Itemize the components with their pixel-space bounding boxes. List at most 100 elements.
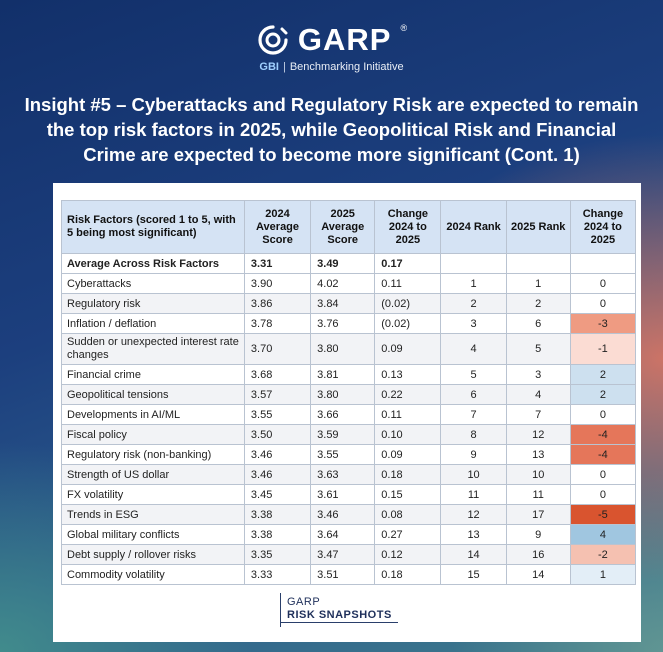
table-row: FX volatility 3.45 3.61 0.15 11 11 0 [61, 484, 637, 505]
rank-change: 0 [569, 273, 637, 294]
score-2024: 3.45 [243, 484, 312, 505]
score-2025: 3.63 [310, 464, 376, 485]
score-change: 0.18 [374, 564, 442, 585]
garp-logo: GARP ® GBI | Benchmarking Initiative [0, 22, 663, 73]
insight-headline: Insight #5 – Cyberattacks and Regulatory… [24, 94, 639, 165]
table-row: Financial crime 3.68 3.81 0.13 5 3 2 [61, 364, 637, 385]
score-2025: 3.59 [310, 424, 376, 445]
table-row: Debt supply / rollover risks 3.35 3.47 0.12… [61, 544, 637, 565]
header-rank-change: Change 2024 to 2025 [569, 200, 637, 254]
header-2024-average: 2024 Average Score [243, 200, 312, 254]
table-row: Trends in ESG 3.38 3.46 0.08 12 17 -5 [61, 504, 637, 525]
score-change: (0.02) [374, 293, 442, 314]
average-rank-2024-empty [440, 253, 507, 274]
footer-vertical-rule [280, 593, 281, 627]
score-2025: 3.81 [310, 364, 376, 385]
rank-change: 2 [569, 384, 637, 405]
rank-change: 0 [569, 404, 637, 425]
score-2025: 3.47 [310, 544, 376, 565]
risk-factor-name: Global military conflicts [61, 524, 245, 545]
table-row: Geopolitical tensions 3.57 3.80 0.22 6 4 2 [61, 384, 637, 405]
table-card: Risk Factors (scored 1 to 5, with 5 bein… [53, 183, 641, 642]
rank-2025: 9 [505, 524, 571, 545]
rank-change: 0 [569, 484, 637, 505]
score-change: 0.11 [374, 404, 442, 425]
rank-2025: 10 [505, 464, 571, 485]
average-change: 0.17 [374, 253, 442, 274]
registered-mark: ® [400, 23, 408, 33]
score-2024: 3.46 [243, 464, 312, 485]
header-2025-average: 2025 Average Score [310, 200, 376, 254]
score-2024: 3.46 [243, 444, 312, 465]
risk-factor-name: Strength of US dollar [61, 464, 245, 485]
score-change: 0.11 [374, 273, 442, 294]
score-2024: 3.57 [243, 384, 312, 405]
header-2024-rank: 2024 Rank [440, 200, 507, 254]
table-row: Regulatory risk 3.86 3.84 (0.02) 2 2 0 [61, 293, 637, 314]
score-2024: 3.86 [243, 293, 312, 314]
rank-change: -4 [569, 444, 637, 465]
rank-2024: 11 [440, 484, 507, 505]
score-2025: 4.02 [310, 273, 376, 294]
rank-2025: 1 [505, 273, 571, 294]
score-2024: 3.55 [243, 404, 312, 425]
table-row: Sudden or unexpected interest rate chang… [61, 333, 637, 365]
rank-change: -5 [569, 504, 637, 525]
score-2024: 3.70 [243, 333, 312, 365]
rank-change: -4 [569, 424, 637, 445]
average-2024: 3.31 [243, 253, 312, 274]
score-change: 0.09 [374, 444, 442, 465]
rank-2025: 11 [505, 484, 571, 505]
score-2025: 3.80 [310, 333, 376, 365]
score-change: 0.13 [374, 364, 442, 385]
table-row: Cyberattacks 3.90 4.02 0.11 1 1 0 [61, 273, 637, 294]
average-2025: 3.49 [310, 253, 376, 274]
risk-factor-name: Developments in AI/ML [61, 404, 245, 425]
rank-2025: 12 [505, 424, 571, 445]
average-rank-change-empty [569, 253, 637, 274]
rank-2024: 7 [440, 404, 507, 425]
rank-2025: 7 [505, 404, 571, 425]
logo-wordmark: GARP [297, 22, 392, 57]
score-2025: 3.55 [310, 444, 376, 465]
score-2024: 3.33 [243, 564, 312, 585]
risk-factor-name: Trends in ESG [61, 504, 245, 525]
rank-2025: 4 [505, 384, 571, 405]
score-2025: 3.76 [310, 313, 376, 334]
footer-risk-snapshots: RISK SNAPSHOTS [287, 609, 392, 621]
rank-2025: 5 [505, 333, 571, 365]
rank-2024: 9 [440, 444, 507, 465]
risk-factor-name: FX volatility [61, 484, 245, 505]
score-2025: 3.66 [310, 404, 376, 425]
rank-2024: 6 [440, 384, 507, 405]
score-change: 0.15 [374, 484, 442, 505]
rank-2025: 14 [505, 564, 571, 585]
rank-change: -1 [569, 333, 637, 365]
score-2025: 3.64 [310, 524, 376, 545]
risk-factor-name: Regulatory risk [61, 293, 245, 314]
rank-2024: 2 [440, 293, 507, 314]
rank-2025: 6 [505, 313, 571, 334]
rank-2024: 14 [440, 544, 507, 565]
header-2025-rank: 2025 Rank [505, 200, 571, 254]
gbi-label: GBI [259, 61, 279, 73]
rank-2025: 3 [505, 364, 571, 385]
score-2024: 3.38 [243, 504, 312, 525]
score-2025: 3.61 [310, 484, 376, 505]
score-2024: 3.90 [243, 273, 312, 294]
average-label: Average Across Risk Factors [61, 253, 245, 274]
risk-factors-table: Risk Factors (scored 1 to 5, with 5 bein… [61, 200, 637, 585]
header-risk-factors: Risk Factors (scored 1 to 5, with 5 bein… [61, 200, 245, 254]
risk-factor-name: Sudden or unexpected interest rate chang… [61, 333, 245, 365]
score-change: 0.22 [374, 384, 442, 405]
score-change: 0.18 [374, 464, 442, 485]
risk-factor-name: Cyberattacks [61, 273, 245, 294]
rank-2024: 1 [440, 273, 507, 294]
rank-2025: 2 [505, 293, 571, 314]
average-rank-2025-empty [505, 253, 571, 274]
rank-2025: 17 [505, 504, 571, 525]
benchmarking-label: Benchmarking Initiative [289, 61, 404, 73]
rank-change: -3 [569, 313, 637, 334]
score-change: 0.27 [374, 524, 442, 545]
score-2025: 3.46 [310, 504, 376, 525]
